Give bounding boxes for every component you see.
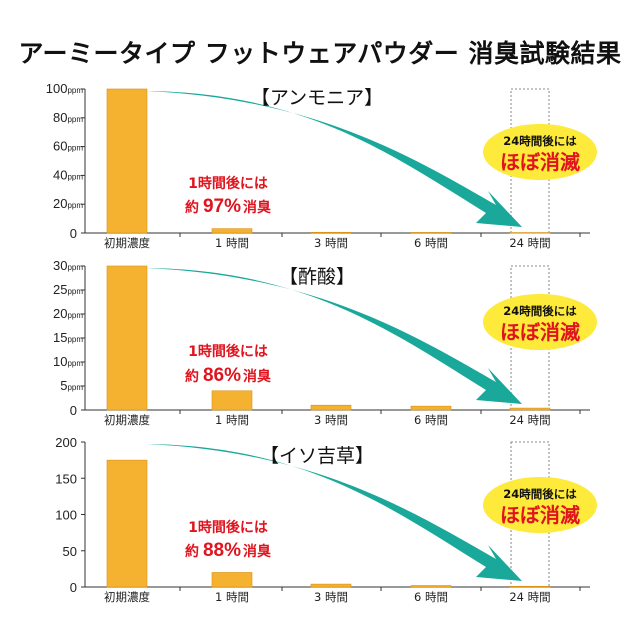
y-tick-label: 200: [55, 435, 77, 450]
x-tick-label: 初期濃度: [104, 413, 150, 427]
x-tick-label: 1 時間: [215, 590, 249, 604]
y-tick-label: 150: [55, 471, 77, 486]
x-tick-label: 24 時間: [509, 413, 550, 427]
x-tick-label: 初期濃度: [104, 590, 150, 604]
x-tick-label: 6 時間: [414, 590, 448, 604]
annotation-line2: 約 97% 消臭: [185, 196, 272, 217]
bar: [211, 228, 253, 234]
x-tick-label: 6 時間: [414, 413, 448, 427]
chart-panel-1: 0 20ppm 40ppm 60ppm 80ppm 100ppm 初期濃度 1 時間 3 時間 6…: [46, 81, 597, 250]
annotation-line1: 1時間後には: [188, 175, 268, 192]
chart-panel-3: 0 50 100 150 200 初期濃度 1 時間 3 時間 6 時間 24 時間 【イソ吉草】 1…: [55, 435, 597, 604]
y-tick-label: 60ppm: [53, 139, 83, 154]
annotation-line1: 1時間後には: [188, 343, 268, 360]
y-tick-label: 40ppm: [53, 167, 83, 182]
x-tick-label: 3 時間: [314, 236, 348, 250]
panel-title: 【酢酸】: [279, 266, 355, 288]
y-tick-label: 80ppm: [53, 110, 83, 125]
badge-main-text: ほぼ消滅: [500, 320, 580, 344]
badge-top-text: 24時間後には: [503, 134, 577, 148]
y-tick-label: 50: [63, 544, 77, 559]
bar: [106, 265, 148, 411]
y-tick-label: 0: [70, 403, 77, 418]
y-tick-label: 30ppm: [53, 258, 83, 273]
badge: [483, 294, 597, 350]
annotation-line2: 約 88% 消臭: [185, 540, 272, 561]
bar: [509, 407, 551, 411]
bar: [211, 572, 253, 588]
bar: [509, 232, 551, 234]
badge: [483, 124, 597, 180]
y-tick-label: 0: [70, 580, 77, 595]
annotation-line1: 1時間後には: [188, 519, 268, 536]
badge-main-text: ほぼ消滅: [500, 150, 580, 174]
x-tick-label: 初期濃度: [104, 236, 150, 250]
page-title: アーミータイプ フットウェアパウダー 消臭試験結果: [18, 39, 622, 68]
bar: [106, 459, 148, 588]
panel-title: 【イソ吉草】: [260, 445, 374, 467]
y-tick-label: 25ppm: [53, 282, 83, 297]
bar: [310, 404, 352, 411]
badge-top-text: 24時間後には: [503, 487, 577, 501]
badge-main-text: ほぼ消滅: [500, 503, 580, 527]
bar: [106, 88, 148, 234]
chart-panel-2: 0 5ppm 10ppm 15ppm 20ppm 25ppm 30ppm 初期濃度 1 時間 3 …: [53, 258, 597, 427]
y-tick-label: 100ppm: [46, 81, 84, 96]
y-tick-label: 20ppm: [53, 306, 83, 321]
bar: [410, 585, 452, 588]
badge-top-text: 24時間後には: [503, 304, 577, 318]
bar: [211, 390, 253, 411]
x-tick-label: 3 時間: [314, 413, 348, 427]
y-tick-label: 20ppm: [53, 196, 83, 211]
bar: [310, 231, 352, 234]
x-tick-label: 3 時間: [314, 590, 348, 604]
x-tick-label: 24 時間: [509, 590, 550, 604]
y-tick-label: 0: [70, 226, 77, 241]
bar: [310, 583, 352, 588]
annotation-line2: 約 86% 消臭: [185, 365, 272, 386]
x-tick-label: 1 時間: [215, 413, 249, 427]
y-tick-label: 10ppm: [53, 354, 83, 369]
x-tick-label: 1 時間: [215, 236, 249, 250]
x-tick-label: 24 時間: [509, 236, 550, 250]
bar: [509, 585, 551, 588]
panel-title: 【アンモニア】: [251, 87, 383, 109]
bar: [410, 405, 452, 411]
y-tick-label: 5ppm: [60, 378, 83, 393]
y-tick-label: 100: [55, 508, 77, 523]
badge: [483, 477, 597, 533]
bar: [410, 232, 452, 234]
x-tick-label: 6 時間: [414, 236, 448, 250]
y-tick-label: 15ppm: [53, 330, 83, 345]
